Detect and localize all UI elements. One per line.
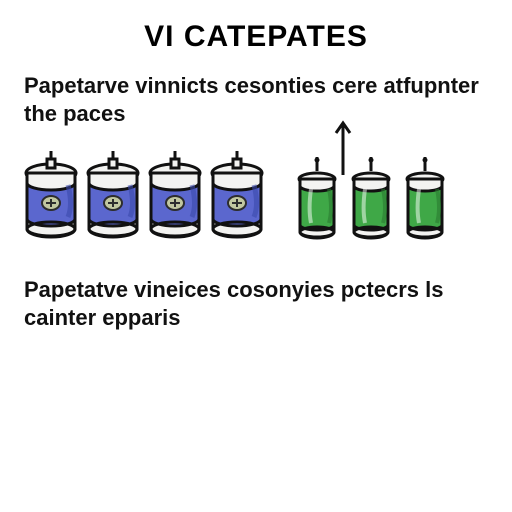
green-capacitor: [351, 157, 391, 246]
blue-capacitor-icon: [210, 149, 264, 241]
green-capacitor: [297, 157, 337, 246]
blue-capacitor-icon: [24, 149, 78, 241]
subtitle-top: Papetarve vinnicts cesonties cere atfupn…: [24, 72, 488, 127]
blue-capacitor: [210, 149, 264, 246]
blue-capacitor-icon: [86, 149, 140, 241]
capacitor-row: [24, 149, 488, 246]
page-title: VI CATEPATES: [24, 20, 488, 54]
subtitle-bottom: Papetatve vineices cosonyies pctecrs ls …: [24, 276, 488, 331]
blue-capacitor-icon: [148, 149, 202, 241]
blue-capacitor: [148, 149, 202, 246]
green-capacitor-group: [297, 157, 488, 246]
blue-capacitor: [86, 149, 140, 246]
blue-capacitor-group: [24, 149, 273, 246]
green-capacitor-icon: [405, 157, 445, 241]
green-capacitor-icon: [297, 157, 337, 241]
green-capacitor: [405, 157, 445, 246]
green-capacitor-icon: [351, 157, 391, 241]
arrow-up-icon: [334, 119, 352, 180]
blue-capacitor: [24, 149, 78, 246]
